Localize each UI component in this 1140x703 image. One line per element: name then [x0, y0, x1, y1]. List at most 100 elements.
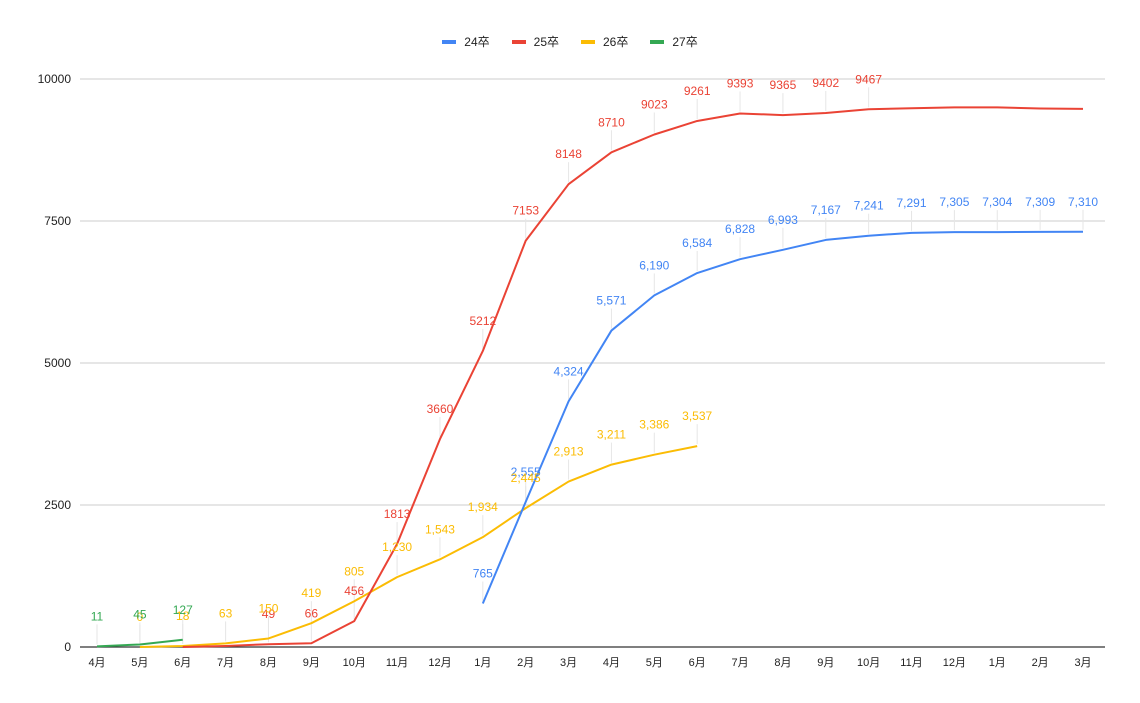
x-tick-label: 5月 — [646, 657, 663, 669]
data-label: 3,537 — [682, 409, 712, 423]
data-label: 805 — [344, 564, 364, 578]
data-label: 9393 — [727, 76, 754, 90]
legend-label: 24卒 — [464, 35, 490, 49]
x-tick-label: 3月 — [560, 657, 577, 669]
x-tick-label: 12月 — [943, 657, 966, 669]
data-label: 9023 — [641, 97, 668, 111]
data-label: 2,445 — [511, 471, 541, 485]
legend-swatch-icon — [442, 39, 457, 44]
x-tick-label: 2月 — [517, 657, 534, 669]
data-label: 4,324 — [554, 364, 584, 378]
data-label: 150 — [258, 601, 278, 615]
x-tick-label: 6月 — [689, 657, 706, 669]
legend-item-26[interactable]: 26卒 — [581, 33, 628, 50]
data-label: 7,241 — [854, 199, 884, 213]
data-label: 0 — [137, 610, 144, 624]
x-tick-label: 9月 — [303, 657, 320, 669]
data-label: 5212 — [469, 314, 496, 328]
data-label: 8710 — [598, 115, 625, 129]
x-tick-label: 6月 — [174, 657, 191, 669]
y-tick-label: 5000 — [44, 356, 71, 370]
y-tick-label: 0 — [64, 640, 71, 654]
data-label: 3660 — [427, 402, 454, 416]
x-tick-label: 10月 — [857, 657, 880, 669]
legend-item-27[interactable]: 27卒 — [650, 33, 698, 50]
legend-item-24[interactable]: 24卒 — [442, 33, 490, 50]
data-label: 7,304 — [982, 195, 1012, 209]
data-label: 66 — [305, 606, 319, 620]
data-label: 8148 — [555, 147, 582, 161]
data-label: 6,828 — [725, 222, 755, 236]
legend-label: 26卒 — [603, 35, 629, 49]
data-label: 63 — [219, 606, 233, 620]
data-label: 1,543 — [425, 522, 455, 536]
x-axis-ticks: 4月 5月 6月 7月 8月 9月 10月 11月 12月 1月 2月 3月 4月 5月 6月 7月 8月 9月 1… — [88, 657, 1091, 669]
x-tick-label: 4月 — [88, 657, 105, 669]
data-label: 2,555 — [511, 465, 541, 479]
data-label: 456 — [344, 584, 364, 598]
x-tick-label: 11月 — [386, 657, 408, 669]
x-tick-label: 3月 — [1074, 657, 1091, 669]
x-tick-label: 7月 — [217, 657, 234, 669]
data-label: 127 — [173, 603, 193, 617]
data-label: 11 — [91, 609, 104, 623]
gridlines — [80, 78, 1105, 648]
data-label: 2,913 — [554, 445, 584, 459]
data-label: 5,571 — [596, 294, 626, 308]
data-label: 765 — [473, 567, 493, 581]
data-label: 9365 — [770, 78, 797, 92]
data-label: 7,309 — [1025, 195, 1055, 209]
x-tick-label: 1月 — [989, 657, 1006, 669]
y-tick-label: 10000 — [38, 72, 72, 86]
x-tick-label: 7月 — [731, 657, 748, 669]
data-label: 49 — [262, 607, 276, 621]
x-tick-label: 9月 — [817, 657, 834, 669]
data-label: 45 — [133, 607, 147, 621]
series-line-27卒 — [96, 638, 183, 648]
y-axis-ticks: 0 2500 5000 7500 10000 — [38, 72, 72, 654]
data-label: 6,993 — [768, 213, 798, 227]
x-tick-label: 8月 — [774, 657, 791, 669]
data-label: 1813 — [384, 507, 411, 521]
data-label: 419 — [301, 586, 321, 600]
series-line-26卒 — [139, 445, 698, 648]
x-tick-label: 4月 — [603, 657, 620, 669]
data-label: 9261 — [684, 84, 711, 98]
data-label: 7,310 — [1068, 195, 1098, 209]
y-tick-label: 7500 — [44, 214, 71, 228]
x-tick-label: 1月 — [474, 657, 491, 669]
data-label: 3,211 — [597, 428, 626, 442]
data-label: 3,386 — [639, 418, 669, 432]
data-label: 7,167 — [811, 203, 841, 217]
x-tick-label: 10月 — [343, 657, 366, 669]
data-label: 7,305 — [939, 195, 969, 209]
legend-label: 25卒 — [533, 35, 559, 49]
series-lines — [96, 106, 1084, 648]
chart-legend: 24卒 25卒 26卒 27卒 — [0, 33, 1140, 50]
legend-swatch-icon — [581, 39, 595, 44]
x-tick-label: 2月 — [1032, 657, 1049, 669]
y-tick-label: 2500 — [44, 498, 71, 512]
series-line-24卒 — [481, 230, 1084, 604]
legend-swatch-icon — [511, 39, 526, 44]
x-tick-label: 8月 — [260, 657, 277, 669]
data-label: 7153 — [512, 204, 539, 218]
x-tick-label: 11月 — [900, 657, 922, 669]
data-label: 9467 — [855, 72, 882, 86]
data-label: 1,230 — [382, 540, 412, 554]
data-label: 7,291 — [897, 196, 927, 210]
legend-label: 27卒 — [672, 35, 698, 49]
data-label: 6,190 — [639, 258, 669, 272]
label-leader-lines — [96, 87, 1084, 645]
x-tick-label: 5月 — [131, 657, 148, 669]
data-labels: 765 2,555 4,324 5,571 6,190 6,584 6,828 6,993 7,… — [91, 72, 1099, 624]
data-label: 1,934 — [468, 500, 498, 514]
legend-swatch-icon — [650, 39, 665, 44]
series-line-25卒 — [182, 106, 1084, 648]
data-label: 18 — [176, 609, 190, 623]
x-tick-label: 12月 — [428, 657, 451, 669]
data-label: 9402 — [812, 76, 839, 90]
legend-item-25[interactable]: 25卒 — [511, 33, 559, 50]
